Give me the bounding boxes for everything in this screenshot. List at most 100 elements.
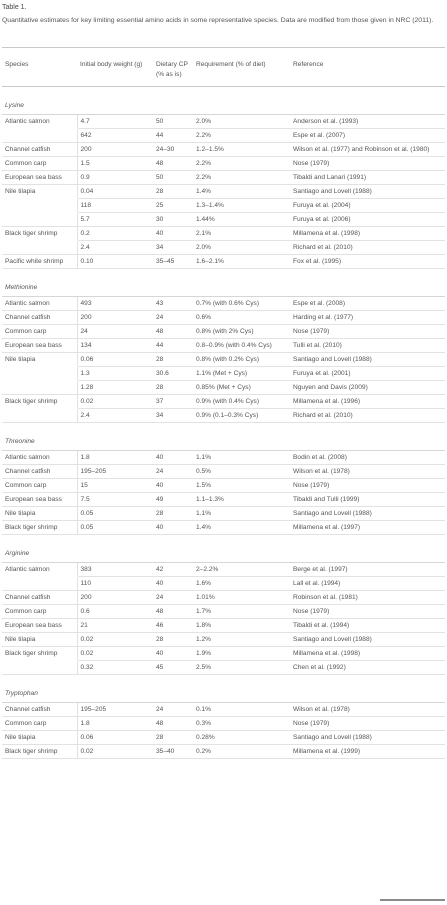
dietary-cp-cell: 48: [153, 324, 193, 339]
dietary-cp-cell: 44: [153, 128, 193, 143]
species-cell: Atlantic salmon: [2, 296, 77, 311]
body-weight-cell: 4.7: [76, 114, 153, 129]
group-header-row: Methionine: [2, 268, 445, 297]
table-row: 2.4 34 2.0% Richard et al. (2010): [2, 240, 445, 255]
requirement-cell: 2.0%: [193, 114, 290, 129]
reference-cell: Wilson et al. (1978): [290, 702, 445, 717]
requirement-cell: 0.5%: [193, 464, 290, 479]
table-row: Channel catfish 200 24 0.6% Harding et al. (…: [2, 310, 445, 325]
requirement-cell: 0.6%: [193, 310, 290, 325]
dietary-cp-cell: 24–30: [153, 142, 193, 157]
group-header-row: Threonine: [2, 422, 445, 451]
dietary-cp-cell: 25: [153, 198, 193, 213]
reference-cell: Harding et al. (1977): [290, 310, 445, 325]
body-weight-cell: 1.8: [76, 716, 153, 731]
reference-cell: Tibaldi and Tulli (1999): [290, 492, 445, 507]
reference-cell: Espe et al. (2008): [290, 296, 445, 311]
table-row: Channel catfish 200 24 1.01% Robinson et al.…: [2, 590, 445, 605]
requirement-cell: 2.1%: [193, 226, 290, 241]
reference-cell: Chen et al. (1992): [290, 660, 445, 675]
species-cell: Nile tilapia: [5, 188, 36, 195]
table-row: Atlantic salmon 4.7 50 2.0% Anderson et al. …: [2, 114, 445, 129]
requirement-cell: 1.6–2.1%: [193, 254, 290, 269]
reference-cell: Santiago and Lovell (1988): [290, 730, 445, 745]
dietary-cp-cell: 40: [153, 646, 193, 661]
reference-cell: Anderson et al. (1993): [290, 114, 445, 129]
requirement-cell: 1.7%: [193, 604, 290, 619]
dietary-cp-cell: 24: [153, 310, 193, 325]
requirement-cell: 1.2–1.5%: [193, 142, 290, 157]
body-weight-cell: 0.05: [76, 506, 153, 521]
reference-cell: Millamena et al. (1998): [290, 226, 445, 241]
dietary-cp-cell: 46: [153, 618, 193, 633]
table-body: Lysine Atlantic salmon 4.7 50 2.0% Anderson e…: [2, 86, 445, 759]
body-weight-cell: 383: [76, 562, 153, 577]
table-row: Channel catfish 195–205 24 0.5% Wilson et al…: [2, 464, 445, 479]
body-weight-cell: 0.06: [76, 352, 153, 367]
species-cell: Nile tilapia: [5, 356, 36, 363]
dietary-cp-cell: 48: [153, 604, 193, 619]
table-row: 110 40 1.6% Lall et al. (1994): [2, 576, 445, 591]
dietary-cp-cell: 37: [153, 394, 193, 409]
dietary-cp-cell: 30: [153, 212, 193, 227]
reference-cell: Espe et al. (2007): [290, 128, 445, 143]
table-header-row: Species Initial body weight (g) Dietary …: [2, 47, 445, 87]
reference-cell: Millamena et al. (1997): [290, 520, 445, 535]
requirement-cell: 1.8%: [193, 618, 290, 633]
requirement-cell: 0.1%: [193, 702, 290, 717]
body-weight-cell: 0.04: [76, 184, 153, 199]
table-row: Common carp 0.6 48 1.7% Nose (1979): [2, 604, 445, 619]
dietary-cp-cell: 42: [153, 562, 193, 577]
requirement-cell: 2–2.2%: [193, 562, 290, 577]
table-caption: Quantitative estimates for key limiting …: [2, 17, 434, 24]
reference-cell: Lall et al. (1994): [290, 576, 445, 591]
requirement-cell: 1.5%: [193, 478, 290, 493]
body-weight-cell: 200: [76, 310, 153, 325]
requirement-cell: 0.85% (Met + Cys): [193, 380, 290, 395]
reference-cell: Bodin et al. (2008): [290, 450, 445, 465]
table-row: 642 44 2.2% Espe et al. (2007): [2, 128, 445, 143]
dietary-cp-cell: 35–45: [153, 254, 193, 269]
reference-cell: Santiago and Lovell (1988): [290, 352, 445, 367]
species-cell: European sea bass: [2, 170, 77, 185]
species-cell: Black tiger shrimp: [5, 398, 58, 405]
species-cell: Channel catfish: [2, 702, 77, 717]
species-cell: Common carp: [2, 716, 77, 731]
requirement-cell: 1.6%: [193, 576, 290, 591]
dietary-cp-cell: 24: [153, 702, 193, 717]
species-cell: Atlantic salmon: [5, 566, 50, 573]
table-row: 0.32 45 2.5% Chen et al. (1992): [2, 660, 445, 675]
requirement-cell: 0.9% (0.1–0.3% Cys): [193, 408, 290, 423]
body-weight-cell: 200: [76, 590, 153, 605]
group-header-row: Arginine: [2, 534, 445, 563]
header-species: Species: [2, 47, 77, 87]
dietary-cp-cell: 28: [153, 380, 193, 395]
species-cell: Black tiger shrimp: [5, 650, 58, 657]
body-weight-cell: 0.02: [76, 394, 153, 409]
dietary-cp-cell: 48: [153, 716, 193, 731]
species-cell: European sea bass: [2, 492, 77, 507]
table-row: 1.3 30.6 1.1% (Met + Cys) Furuya et al. (20…: [2, 366, 445, 381]
requirement-cell: 1.1% (Met + Cys): [193, 366, 290, 381]
requirement-cell: 1.9%: [193, 646, 290, 661]
table-row: Nile tilapia 0.04 28 1.4% Santiago and Lovel…: [2, 184, 445, 199]
dietary-cp-cell: 28: [153, 632, 193, 647]
requirement-cell: 1.1%: [193, 450, 290, 465]
body-weight-cell: 134: [76, 338, 153, 353]
dietary-cp-cell: 50: [153, 170, 193, 185]
dietary-cp-cell: 35–40: [153, 744, 193, 759]
requirement-cell: 0.2%: [193, 744, 290, 759]
reference-cell: Millamena et al. (1999): [290, 744, 445, 759]
body-weight-cell: 5.7: [76, 212, 153, 227]
species-cell: Common carp: [2, 478, 77, 493]
reference-cell: Wilson et al. (1977) and Robinson et al.…: [290, 142, 445, 157]
dietary-cp-cell: 28: [153, 730, 193, 745]
dietary-cp-cell: 34: [153, 240, 193, 255]
table-row: Atlantic salmon 493 43 0.7% (with 0.6% Cys)…: [2, 296, 445, 311]
body-weight-cell: 195–205: [76, 702, 153, 717]
amino-acid-group-label: Arginine: [2, 534, 445, 563]
requirement-cell: 1.1–1.3%: [193, 492, 290, 507]
requirement-cell: 0.28%: [193, 730, 290, 745]
reference-cell: Wilson et al. (1978): [290, 464, 445, 479]
body-weight-cell: 110: [76, 576, 153, 591]
